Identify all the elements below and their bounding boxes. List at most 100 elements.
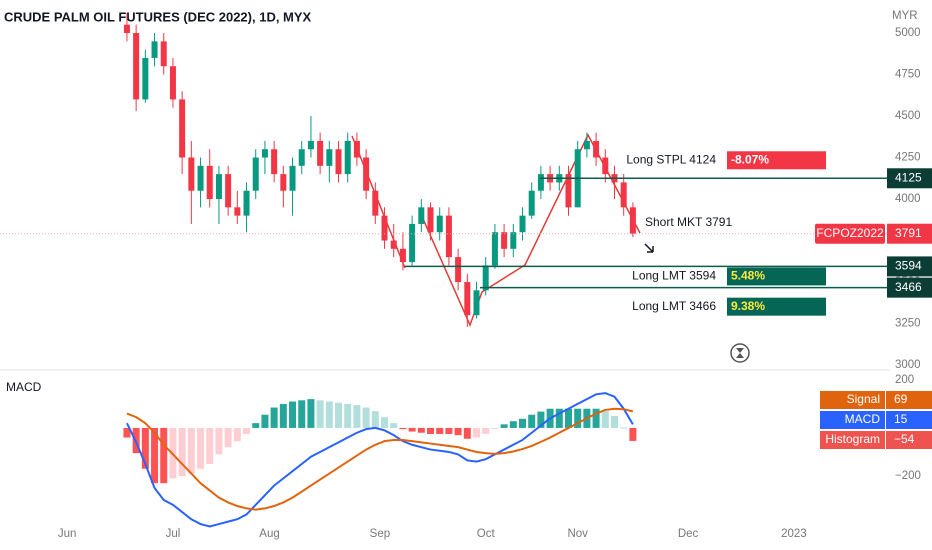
candle-body bbox=[298, 149, 305, 166]
candle-body bbox=[317, 140, 324, 166]
histogram-bar bbox=[436, 427, 444, 434]
histogram-bar bbox=[224, 427, 232, 448]
legend-name-box bbox=[820, 431, 885, 449]
candle-body bbox=[418, 207, 425, 224]
candle-body bbox=[399, 248, 406, 263]
x-tick-label: Nov bbox=[567, 528, 588, 540]
candle-body bbox=[427, 207, 434, 233]
histogram-bar bbox=[160, 427, 168, 484]
histogram-bar bbox=[399, 427, 407, 430]
y-tick-label: 3000 bbox=[895, 359, 921, 371]
order-percent: 5.48% bbox=[731, 269, 765, 283]
candle-body bbox=[593, 140, 600, 158]
candle-body bbox=[464, 282, 471, 316]
histogram-bar bbox=[243, 427, 251, 434]
histogram-bar bbox=[298, 400, 306, 428]
candle-body bbox=[602, 157, 609, 175]
candle-body bbox=[528, 190, 535, 216]
order-text: Long LMT 3594 bbox=[632, 269, 716, 283]
candle-body bbox=[519, 215, 526, 233]
histogram-bar bbox=[151, 427, 159, 484]
y2-tick-label: 200 bbox=[895, 374, 914, 386]
histogram-bar bbox=[316, 400, 324, 428]
histogram-bar bbox=[197, 427, 205, 469]
legend-value: 15 bbox=[894, 412, 908, 426]
indicator-line bbox=[126, 407, 634, 511]
x-tick-label: Jul bbox=[166, 528, 181, 540]
x-tick-label: Dec bbox=[678, 528, 699, 540]
histogram-bar bbox=[289, 401, 297, 428]
histogram-bar bbox=[482, 427, 490, 434]
histogram-bar bbox=[519, 418, 527, 428]
candle-body bbox=[501, 232, 508, 249]
histogram-bar bbox=[344, 403, 352, 428]
candle-body bbox=[280, 174, 287, 191]
histogram-bar bbox=[381, 417, 389, 428]
histogram-bar bbox=[601, 411, 609, 428]
legend-name-box bbox=[820, 391, 885, 409]
candle-body bbox=[455, 257, 462, 283]
histogram-bar bbox=[417, 427, 425, 433]
legend-value-box bbox=[886, 391, 932, 409]
histogram-bar bbox=[307, 399, 315, 428]
histogram-bar bbox=[491, 427, 499, 429]
y-tick-label: 4750 bbox=[895, 69, 921, 81]
candle-body bbox=[133, 33, 140, 100]
currency: MYR bbox=[892, 10, 918, 22]
histogram-bar bbox=[555, 408, 563, 428]
candle-body bbox=[537, 174, 544, 191]
candle-body bbox=[234, 207, 241, 216]
candle-body bbox=[243, 190, 250, 216]
replay-icon[interactable] bbox=[730, 343, 750, 363]
candle-body bbox=[372, 190, 379, 216]
histogram-bar bbox=[206, 427, 214, 464]
candle-body bbox=[188, 157, 195, 191]
indicator-title: MACD bbox=[6, 380, 42, 394]
order-price-label: 4125 bbox=[895, 170, 922, 184]
candle-body bbox=[326, 149, 333, 166]
indicator-line bbox=[126, 392, 634, 528]
histogram-bar bbox=[564, 408, 572, 428]
histogram-bar bbox=[473, 427, 481, 438]
candle-body bbox=[491, 232, 498, 266]
candle-body bbox=[510, 232, 517, 249]
y-tick-label: 4500 bbox=[895, 110, 921, 122]
legend-name: MACD bbox=[845, 412, 881, 426]
histogram-bar bbox=[528, 414, 536, 428]
order-percent-box bbox=[727, 267, 826, 286]
candle-body bbox=[363, 157, 370, 191]
candle-body bbox=[179, 99, 186, 158]
histogram-bar bbox=[279, 403, 287, 428]
price-badge bbox=[887, 168, 932, 189]
histogram-bar bbox=[620, 427, 628, 429]
legend-value-box bbox=[886, 411, 932, 429]
candle-body bbox=[307, 140, 314, 150]
histogram-bar bbox=[141, 427, 149, 469]
order-price-label: 3594 bbox=[895, 259, 922, 273]
histogram-bar bbox=[335, 402, 343, 428]
x-tick-label: 2023 bbox=[781, 528, 807, 540]
price-badge bbox=[887, 256, 932, 277]
order-text: Long LMT 3466 bbox=[632, 299, 716, 313]
candle-body bbox=[409, 223, 416, 263]
symbol-label: FCPOZ2022 bbox=[816, 226, 884, 240]
y2-tick-label: −200 bbox=[895, 470, 921, 482]
legend-name: Signal bbox=[847, 392, 880, 406]
candle-body bbox=[482, 265, 489, 291]
candle-body bbox=[335, 149, 342, 175]
y-tick-label: 3250 bbox=[895, 318, 921, 330]
candle-body bbox=[271, 149, 278, 175]
histogram-bar bbox=[123, 427, 131, 438]
histogram-bar bbox=[592, 408, 600, 428]
legend-name-box bbox=[820, 411, 885, 429]
y-tick-label: 5000 bbox=[895, 27, 921, 39]
candle-body bbox=[344, 140, 351, 175]
legend-value: 69 bbox=[894, 392, 908, 406]
symbol-badge bbox=[815, 223, 885, 244]
candle-body bbox=[289, 165, 296, 191]
chart-title: CRUDE PALM OIL FUTURES (DEC 2022), 1D, M… bbox=[4, 9, 312, 24]
candle-body bbox=[583, 140, 590, 150]
histogram-bar bbox=[270, 407, 278, 428]
histogram-bar bbox=[371, 411, 379, 428]
x-tick-label: Oct bbox=[477, 528, 496, 540]
